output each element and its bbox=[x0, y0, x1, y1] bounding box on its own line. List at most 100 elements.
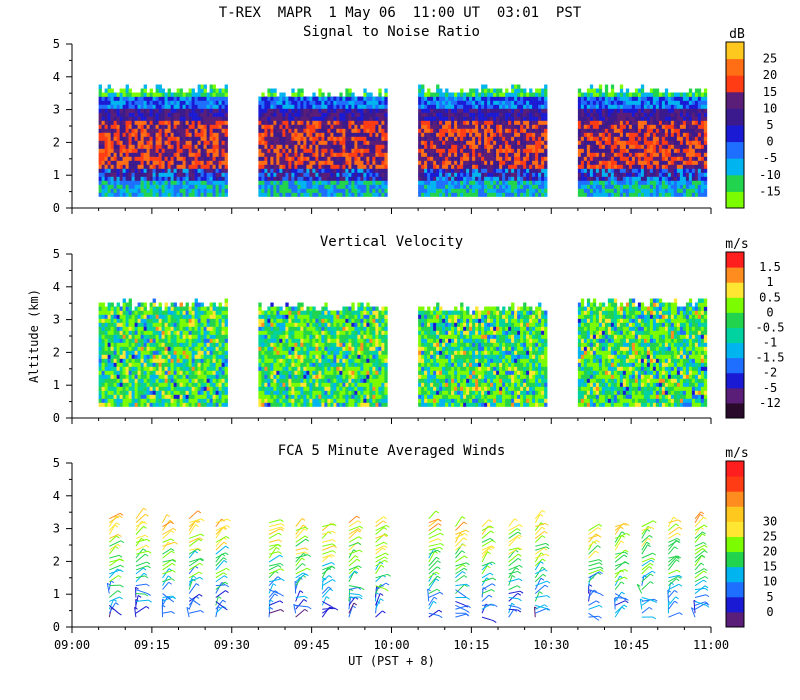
heatmap-cell bbox=[345, 144, 349, 149]
heatmap-cell bbox=[381, 96, 385, 101]
heatmap-cell bbox=[116, 176, 120, 181]
heatmap-cell bbox=[460, 180, 464, 185]
heatmap-cell bbox=[270, 152, 274, 157]
heatmap-cell bbox=[282, 152, 286, 157]
heatmap-cell bbox=[206, 112, 210, 117]
heatmap-cell bbox=[421, 96, 425, 101]
heatmap-cell bbox=[131, 116, 135, 121]
heatmap-cell bbox=[583, 108, 588, 113]
heatmap-cell bbox=[143, 168, 147, 173]
heatmap-cell bbox=[381, 132, 385, 137]
heatmap-cell bbox=[598, 132, 603, 137]
heatmap-cell bbox=[619, 128, 624, 133]
heatmap-cell bbox=[161, 116, 165, 121]
heatmap-cell bbox=[451, 108, 455, 113]
heatmap-cell bbox=[140, 184, 144, 189]
heatmap-cell bbox=[694, 124, 699, 129]
heatmap-cell bbox=[161, 136, 165, 141]
heatmap-cell bbox=[143, 116, 147, 121]
heatmap-cell bbox=[128, 92, 132, 97]
heatmap-cell bbox=[273, 148, 277, 153]
heatmap-cell bbox=[110, 390, 114, 395]
heatmap-cell bbox=[523, 116, 527, 121]
heatmap-cell bbox=[595, 168, 600, 173]
heatmap-cell bbox=[291, 116, 295, 121]
heatmap-cell bbox=[469, 124, 473, 129]
heatmap-cell bbox=[442, 192, 446, 197]
heatmap-cell bbox=[520, 156, 524, 161]
heatmap-cell bbox=[348, 148, 352, 153]
heatmap-cell bbox=[652, 132, 657, 137]
heatmap-cell bbox=[436, 112, 440, 117]
heatmap-cell bbox=[526, 132, 530, 137]
heatmap-cell bbox=[472, 88, 476, 93]
heatmap-cell bbox=[418, 136, 422, 141]
heatmap-cell bbox=[661, 164, 666, 169]
heatmap-cell bbox=[529, 164, 533, 169]
heatmap-cell bbox=[185, 156, 189, 161]
heatmap-cell bbox=[348, 180, 352, 185]
heatmap-cell bbox=[622, 96, 627, 101]
heatmap-cell bbox=[679, 100, 684, 105]
heatmap-cell bbox=[155, 184, 159, 189]
heatmap-cell bbox=[442, 116, 446, 121]
heatmap-cell bbox=[303, 156, 307, 161]
heatmap-cell bbox=[577, 184, 582, 189]
heatmap-cell bbox=[586, 144, 591, 149]
heatmap-cell bbox=[598, 172, 603, 177]
heatmap-cell bbox=[345, 176, 349, 181]
heatmap-cell bbox=[598, 128, 603, 133]
heatmap-cell bbox=[104, 366, 108, 371]
heatmap-cell bbox=[685, 152, 690, 157]
heatmap-cell bbox=[505, 140, 509, 145]
heatmap-cell bbox=[589, 188, 594, 193]
heatmap-cell bbox=[499, 180, 503, 185]
heatmap-cell bbox=[598, 156, 603, 161]
heatmap-cell bbox=[146, 124, 150, 129]
heatmap-cell bbox=[634, 156, 639, 161]
heatmap-cell bbox=[110, 338, 114, 343]
heatmap-cell bbox=[526, 96, 530, 101]
heatmap-cell bbox=[538, 156, 542, 161]
heatmap-cell bbox=[276, 152, 280, 157]
heatmap-cell bbox=[625, 124, 630, 129]
heatmap-cell bbox=[544, 100, 548, 105]
heatmap-cell bbox=[107, 362, 111, 367]
heatmap-cell bbox=[583, 92, 588, 97]
heatmap-cell bbox=[372, 156, 376, 161]
heatmap-cell bbox=[703, 160, 708, 165]
heatmap-cell bbox=[131, 148, 135, 153]
heatmap-cell bbox=[128, 374, 132, 379]
heatmap-cell bbox=[336, 152, 340, 157]
heatmap-cell bbox=[535, 104, 539, 109]
heatmap-cell bbox=[496, 112, 500, 117]
heatmap-cell bbox=[333, 140, 337, 145]
heatmap-cell bbox=[493, 152, 497, 157]
heatmap-cell bbox=[589, 124, 594, 129]
heatmap-cell bbox=[264, 164, 268, 169]
heatmap-cell bbox=[472, 164, 476, 169]
heatmap-cell bbox=[185, 140, 189, 145]
heatmap-cell bbox=[460, 172, 464, 177]
heatmap-cell bbox=[282, 92, 286, 97]
heatmap-cell bbox=[146, 192, 150, 197]
heatmap-cell bbox=[661, 136, 666, 141]
heatmap-cell bbox=[122, 346, 126, 351]
heatmap-cell bbox=[143, 152, 147, 157]
heatmap-cell bbox=[179, 168, 183, 173]
heatmap-cell bbox=[267, 104, 271, 109]
heatmap-cell bbox=[418, 172, 422, 177]
heatmap-cell bbox=[98, 398, 102, 403]
heatmap-cell bbox=[469, 160, 473, 165]
heatmap-cell bbox=[170, 176, 174, 181]
heatmap-cell bbox=[351, 144, 355, 149]
heatmap-cell bbox=[381, 112, 385, 117]
heatmap-cell bbox=[131, 128, 135, 133]
heatmap-cell bbox=[685, 184, 690, 189]
heatmap-cell bbox=[270, 192, 274, 197]
heatmap-cell bbox=[176, 156, 180, 161]
heatmap-cell bbox=[484, 160, 488, 165]
heatmap-cell bbox=[327, 152, 331, 157]
heatmap-cell bbox=[285, 116, 289, 121]
heatmap-cell bbox=[285, 160, 289, 165]
